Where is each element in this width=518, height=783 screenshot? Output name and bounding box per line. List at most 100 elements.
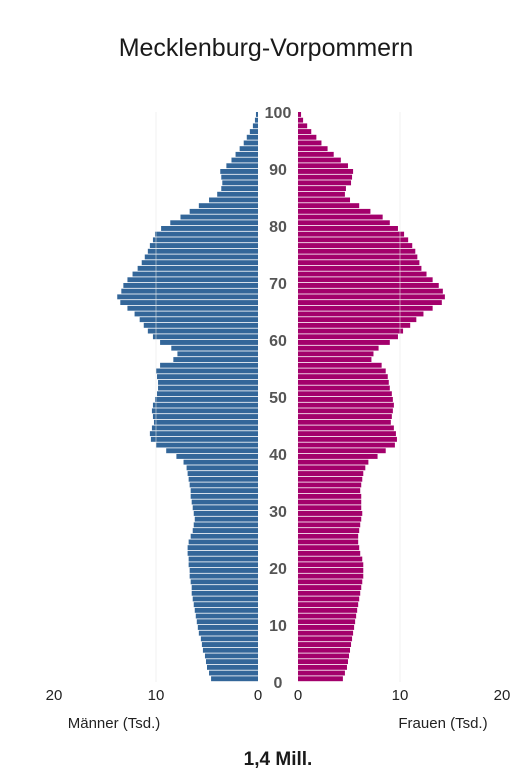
female-bar [298, 174, 353, 180]
female-bar [298, 664, 347, 670]
female-bar [298, 220, 390, 226]
female-bar [298, 203, 360, 209]
female-bar [298, 300, 442, 305]
x-tick-label: 10 [392, 687, 409, 704]
male-bar [177, 351, 258, 357]
female-bar [298, 442, 395, 448]
age-tick-label: 10 [269, 618, 287, 635]
female-bar [298, 237, 409, 243]
male-bar [221, 174, 258, 180]
male-bar [249, 129, 258, 134]
age-tick-label: 60 [269, 333, 287, 350]
male-bar [202, 647, 258, 653]
male-bar [132, 271, 258, 277]
female-bar [298, 197, 351, 203]
female-bar [298, 459, 369, 465]
female-bar [298, 322, 411, 328]
male-bar [198, 630, 258, 636]
male-bar [151, 408, 258, 414]
female-bar [298, 402, 394, 408]
female-bar [298, 231, 405, 237]
age-tick-label: 0 [274, 675, 283, 692]
female-bar [298, 425, 394, 431]
male-bar [209, 670, 258, 676]
female-bar [298, 454, 378, 459]
male-bar [192, 505, 258, 511]
male-bar [158, 385, 258, 391]
male-bar [231, 157, 258, 163]
male-bar [151, 425, 258, 431]
female-bar [298, 659, 348, 665]
male-bar [152, 402, 258, 408]
x-tick-label: 10 [148, 687, 165, 704]
male-bar [235, 151, 258, 157]
female-bars [298, 112, 445, 682]
male-bar [171, 345, 258, 351]
female-bar [298, 670, 345, 676]
male-bar [246, 134, 258, 140]
male-bar [123, 283, 258, 288]
female-bar [298, 311, 424, 317]
female-bar [298, 362, 382, 368]
female-bar [298, 248, 416, 254]
female-bar [298, 556, 363, 562]
female-bar [298, 226, 398, 231]
female-bar [298, 579, 363, 585]
female-bar [298, 414, 392, 419]
female-bar [298, 397, 393, 402]
male-bar [160, 362, 258, 368]
male-bar [254, 117, 258, 123]
male-bar [187, 545, 258, 551]
grid-lines [155, 112, 401, 682]
age-tick-label: 20 [269, 561, 287, 578]
male-bar [188, 539, 258, 545]
female-bar [298, 585, 362, 590]
male-bar [183, 459, 258, 465]
female-bar [298, 271, 427, 277]
male-bar [201, 642, 258, 647]
female-bar [298, 277, 433, 283]
chart-title: Mecklenburg-Vorpommern [119, 34, 414, 62]
female-bar [298, 676, 343, 682]
male-bar [173, 357, 258, 362]
female-bar [298, 117, 304, 123]
male-bar [189, 208, 258, 214]
male-bar [205, 659, 258, 665]
male-bar [127, 277, 258, 283]
female-bar [298, 613, 357, 619]
male-bar [152, 237, 258, 243]
male-bar [147, 248, 258, 254]
male-bar [198, 203, 258, 209]
age-tick-label: 90 [269, 162, 287, 179]
female-bar [298, 590, 361, 596]
female-bar [298, 368, 386, 374]
male-bar [143, 322, 258, 328]
male-bar [180, 214, 258, 220]
male-bar [154, 397, 258, 402]
male-bar [195, 613, 258, 619]
male-bar [191, 585, 258, 590]
female-bar [298, 151, 334, 157]
male-bar [194, 516, 258, 522]
female-bar [298, 385, 390, 391]
male-bar [147, 328, 258, 334]
male-bar [166, 448, 258, 454]
female-bar [298, 625, 355, 630]
male-bar [197, 625, 258, 630]
female-bar [298, 163, 348, 169]
age-tick-labels: 0 10 20 30 40 50 60 70 80 90 100 [265, 105, 292, 692]
male-bar [190, 488, 258, 494]
female-bar [298, 493, 362, 499]
male-bar [152, 414, 258, 419]
male-bar [137, 265, 258, 271]
female-bar [298, 408, 393, 414]
female-bar [298, 573, 364, 579]
male-bar [154, 231, 258, 237]
male-bar [211, 676, 258, 682]
male-bar [134, 311, 258, 317]
female-bar [298, 157, 341, 163]
male-bar [239, 146, 258, 152]
male-bar [196, 619, 258, 625]
